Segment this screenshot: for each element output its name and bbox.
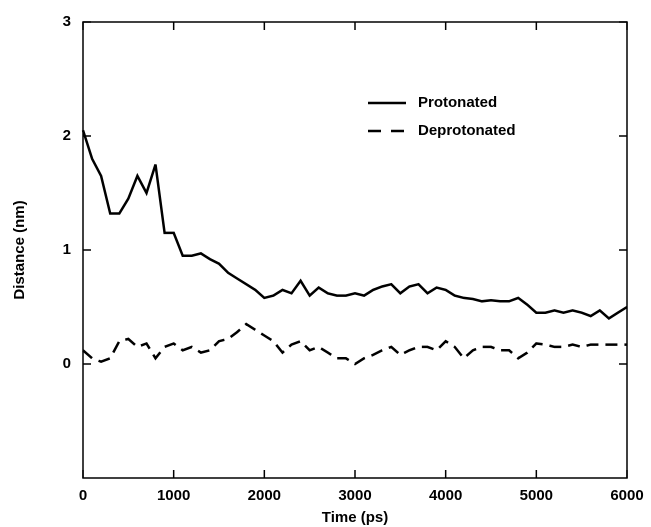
y-axis-label: Distance (nm): [11, 200, 28, 299]
y-tick-label: 3: [63, 13, 71, 30]
legend-label: Protonated: [418, 94, 497, 111]
x-tick-label: 1000: [157, 487, 190, 504]
x-tick-label: 3000: [338, 487, 371, 504]
x-tick-label: 0: [79, 487, 87, 504]
y-tick-label: 2: [63, 127, 71, 144]
y-tick-label: 0: [63, 355, 71, 372]
x-tick-label: 5000: [520, 487, 553, 504]
x-tick-label: 6000: [610, 487, 643, 504]
legend-label: Deprotonated: [418, 122, 516, 139]
plot-frame: [82, 21, 628, 479]
x-tick-label: 4000: [429, 487, 462, 504]
x-axis-label: Time (ps): [322, 509, 388, 526]
data-line: [82, 322, 627, 366]
data-line: [81, 129, 628, 320]
x-tick-label: 2000: [248, 487, 281, 504]
y-tick-label: 1: [63, 241, 71, 258]
